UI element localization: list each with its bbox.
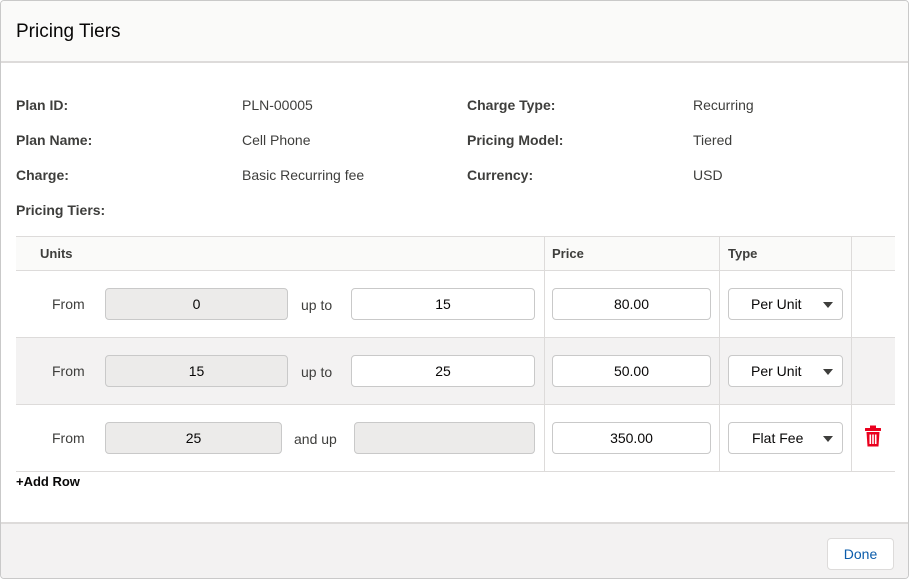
and-up-label: and up: [294, 431, 337, 447]
to-units-input[interactable]: 15: [351, 288, 535, 320]
pricing-model-value: Tiered: [693, 132, 733, 148]
from-units-field: 25: [105, 422, 282, 454]
charge-label: Charge:: [16, 167, 69, 183]
divider: [16, 337, 895, 338]
plan-name-label: Plan Name:: [16, 132, 93, 148]
up-to-label: up to: [301, 297, 333, 313]
type-select[interactable]: Per Unit: [728, 355, 843, 387]
from-label: From: [52, 430, 85, 446]
price-input[interactable]: 350.00: [552, 422, 711, 454]
up-to-label: up to: [301, 364, 333, 380]
done-button[interactable]: Done: [827, 538, 894, 570]
column-header-price: Price: [552, 246, 584, 261]
column-header-type: Type: [728, 246, 758, 261]
chevron-down-icon: [823, 369, 833, 375]
divider: [16, 471, 895, 472]
type-select-value: Per Unit: [751, 296, 802, 312]
chevron-down-icon: [823, 302, 833, 308]
chevron-down-icon: [823, 436, 833, 442]
modal-footer: Done: [1, 522, 908, 578]
charge-type-label: Charge Type:: [467, 97, 556, 113]
pricing-tiers-label: Pricing Tiers:: [16, 202, 106, 218]
currency-value: USD: [693, 167, 723, 183]
type-select-value: Flat Fee: [752, 430, 804, 446]
from-units-field: 15: [105, 355, 288, 387]
table-header: [16, 236, 895, 270]
modal-title: Pricing Tiers: [16, 21, 121, 42]
trash-icon[interactable]: [865, 425, 881, 447]
type-select-value: Per Unit: [751, 363, 802, 379]
add-row-button[interactable]: +Add Row: [16, 474, 80, 489]
divider: [544, 236, 545, 471]
from-label: From: [52, 363, 85, 379]
to-units-field: [354, 422, 535, 454]
to-units-input[interactable]: 25: [351, 355, 535, 387]
from-label: From: [52, 296, 85, 312]
divider: [16, 270, 895, 271]
divider: [851, 236, 852, 471]
plan-id-label: Plan ID:: [16, 97, 69, 113]
pricing-model-label: Pricing Model:: [467, 132, 564, 148]
divider: [16, 236, 895, 237]
from-units-field: 0: [105, 288, 288, 320]
charge-type-value: Recurring: [693, 97, 754, 113]
divider: [719, 236, 720, 471]
currency-label: Currency:: [467, 167, 534, 183]
plan-id-value: PLN-00005: [242, 97, 313, 113]
price-input[interactable]: 50.00: [552, 355, 711, 387]
divider: [16, 404, 895, 405]
type-select[interactable]: Per Unit: [728, 288, 843, 320]
column-header-units: Units: [40, 246, 73, 261]
charge-value: Basic Recurring fee: [242, 167, 365, 183]
type-select[interactable]: Flat Fee: [728, 422, 843, 454]
pricing-tiers-table: Units Price Type From 0 up to 15 80.00 P…: [16, 236, 895, 472]
plan-name-value: Cell Phone: [242, 132, 311, 148]
modal-header: Pricing Tiers: [1, 1, 908, 63]
price-input[interactable]: 80.00: [552, 288, 711, 320]
